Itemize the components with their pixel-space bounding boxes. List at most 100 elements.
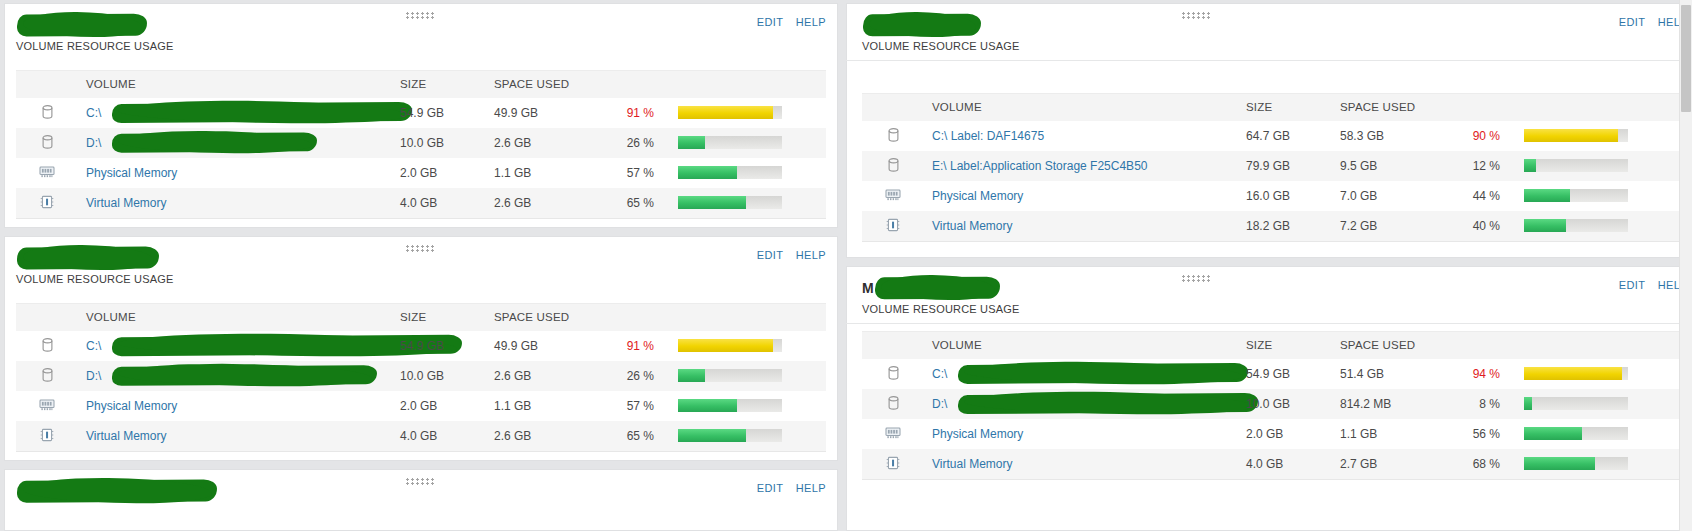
size-value: 10.0 GB (400, 369, 444, 383)
size-value: 2.0 GB (400, 166, 437, 180)
space-used-value: 2.6 GB (494, 429, 531, 443)
volume-link[interactable]: E:\ Label:Application Storage F25C4B50 (932, 159, 1147, 173)
usage-bar (678, 369, 782, 382)
column-header-size: SIZE (400, 78, 426, 90)
drag-handle-icon[interactable] (1182, 12, 1212, 20)
help-button[interactable]: HELP (796, 249, 826, 261)
space-used-value: 1.1 GB (494, 166, 531, 180)
help-button[interactable]: HELP (796, 482, 826, 494)
redaction-mark (958, 363, 1248, 384)
widget-subtitle: VOLUME RESOURCE USAGE (862, 303, 1020, 315)
volume-link[interactable]: Virtual Memory (932, 219, 1012, 233)
volume-link[interactable]: Physical Memory (932, 189, 1023, 203)
volume-link[interactable]: D:\ (86, 136, 101, 150)
widget-title (16, 246, 159, 270)
table-header: VOLUME SIZE SPACE USED (862, 93, 1688, 121)
virtual-memory-icon (38, 427, 56, 445)
widget-subtitle: VOLUME RESOURCE USAGE (16, 273, 174, 285)
volume-link[interactable]: Virtual Memory (86, 196, 166, 210)
usage-bar (678, 136, 782, 149)
column-header-space-used: SPACE USED (494, 78, 569, 90)
table-header: VOLUME SIZE SPACE USED (862, 331, 1688, 359)
volume-link[interactable]: C:\ (86, 339, 101, 353)
column-header-size: SIZE (1246, 101, 1272, 113)
volume-link[interactable]: Virtual Memory (86, 429, 166, 443)
table-row: Physical Memory 2.0 GB 1.1 GB 57 % (16, 391, 826, 421)
virtual-memory-icon (38, 194, 56, 212)
volume-link[interactable]: C:\ (932, 367, 947, 381)
size-value: 54.9 GB (400, 339, 444, 353)
widget-title: M (862, 276, 1000, 300)
table-row: Physical Memory 2.0 GB 1.1 GB 56 % (862, 419, 1688, 449)
size-value: 2.0 GB (400, 399, 437, 413)
table-row: Virtual Memory 4.0 GB 2.6 GB 65 % (16, 188, 826, 218)
drag-handle-icon[interactable] (1182, 275, 1212, 283)
table-row: D:\ 10.0 GB 2.6 GB 26 % (16, 361, 826, 391)
space-used-value: 814.2 MB (1340, 397, 1391, 411)
percent-value: 91 % (568, 339, 654, 353)
table-row: Physical Memory 2.0 GB 1.1 GB 57 % (16, 158, 826, 188)
edit-button[interactable]: EDIT (1619, 16, 1645, 28)
volume-link[interactable]: Physical Memory (86, 399, 177, 413)
drag-handle-icon[interactable] (406, 12, 436, 20)
usage-bar (1524, 367, 1628, 380)
disk-icon (38, 337, 56, 355)
table-row: D:\ 10.0 GB 2.6 GB 26 % (16, 128, 826, 158)
volume-link[interactable]: D:\ (86, 369, 101, 383)
virtual-memory-icon (884, 455, 902, 473)
column-header-space-used: SPACE USED (1340, 101, 1415, 113)
percent-value: 90 % (1414, 129, 1500, 143)
edit-button[interactable]: EDIT (757, 249, 783, 261)
widget-title (862, 13, 981, 37)
percent-value: 68 % (1414, 457, 1500, 471)
size-value: 16.0 GB (1246, 189, 1290, 203)
space-used-value: 2.6 GB (494, 369, 531, 383)
volume-link[interactable]: Virtual Memory (932, 457, 1012, 471)
volume-link[interactable]: Physical Memory (932, 427, 1023, 441)
volume-table: VOLUME SIZE SPACE USED C:\ Label: DAF146… (862, 93, 1688, 242)
drag-handle-icon[interactable] (406, 245, 436, 253)
edit-button[interactable]: EDIT (1619, 279, 1645, 291)
volume-link[interactable]: Physical Memory (86, 166, 177, 180)
volume-table: VOLUME SIZE SPACE USED C:\ 54.9 GB 49.9 … (16, 70, 826, 219)
disk-icon (38, 134, 56, 152)
size-value: 10.0 GB (400, 136, 444, 150)
scrollbar-thumb[interactable] (1681, 5, 1691, 112)
memory-icon (884, 187, 902, 205)
widget-actions: EDIT HELP (1610, 279, 1688, 291)
space-used-value: 58.3 GB (1340, 129, 1384, 143)
space-used-value: 7.0 GB (1340, 189, 1377, 203)
size-value: 54.9 GB (400, 106, 444, 120)
redaction-mark (112, 102, 412, 123)
redaction-mark (875, 277, 1000, 300)
usage-bar (1524, 129, 1628, 142)
drag-handle-icon[interactable] (406, 478, 436, 486)
edit-button[interactable]: EDIT (757, 482, 783, 494)
edit-button[interactable]: EDIT (757, 16, 783, 28)
size-value: 79.9 GB (1246, 159, 1290, 173)
volume-widget-panel: VOLUME RESOURCE USAGE EDIT HELP VOLUME S… (846, 3, 1692, 258)
size-value: 4.0 GB (1246, 457, 1283, 471)
help-button[interactable]: HELP (796, 16, 826, 28)
percent-value: 26 % (568, 136, 654, 150)
volume-link[interactable]: D:\ (932, 397, 947, 411)
widget-title-text: M (862, 280, 874, 296)
volume-link[interactable]: C:\ (86, 106, 101, 120)
volume-widget-panel: M VOLUME RESOURCE USAGE EDIT HELP VOLUME… (846, 266, 1692, 531)
column-header-volume: VOLUME (932, 339, 982, 351)
widget-subtitle: VOLUME RESOURCE USAGE (862, 40, 1020, 52)
vertical-scrollbar[interactable] (1679, 0, 1692, 531)
disk-icon (884, 365, 902, 383)
space-used-value: 2.6 GB (494, 136, 531, 150)
usage-bar (678, 399, 782, 412)
widget-title (16, 13, 147, 37)
percent-value: 94 % (1414, 367, 1500, 381)
column-header-volume: VOLUME (932, 101, 982, 113)
space-used-value: 2.7 GB (1340, 457, 1377, 471)
usage-bar (1524, 427, 1628, 440)
redaction-mark (112, 365, 377, 386)
volume-link[interactable]: C:\ Label: DAF14675 (932, 129, 1044, 143)
widget-title (16, 479, 217, 503)
divider (846, 60, 1692, 61)
usage-bar (678, 106, 782, 119)
